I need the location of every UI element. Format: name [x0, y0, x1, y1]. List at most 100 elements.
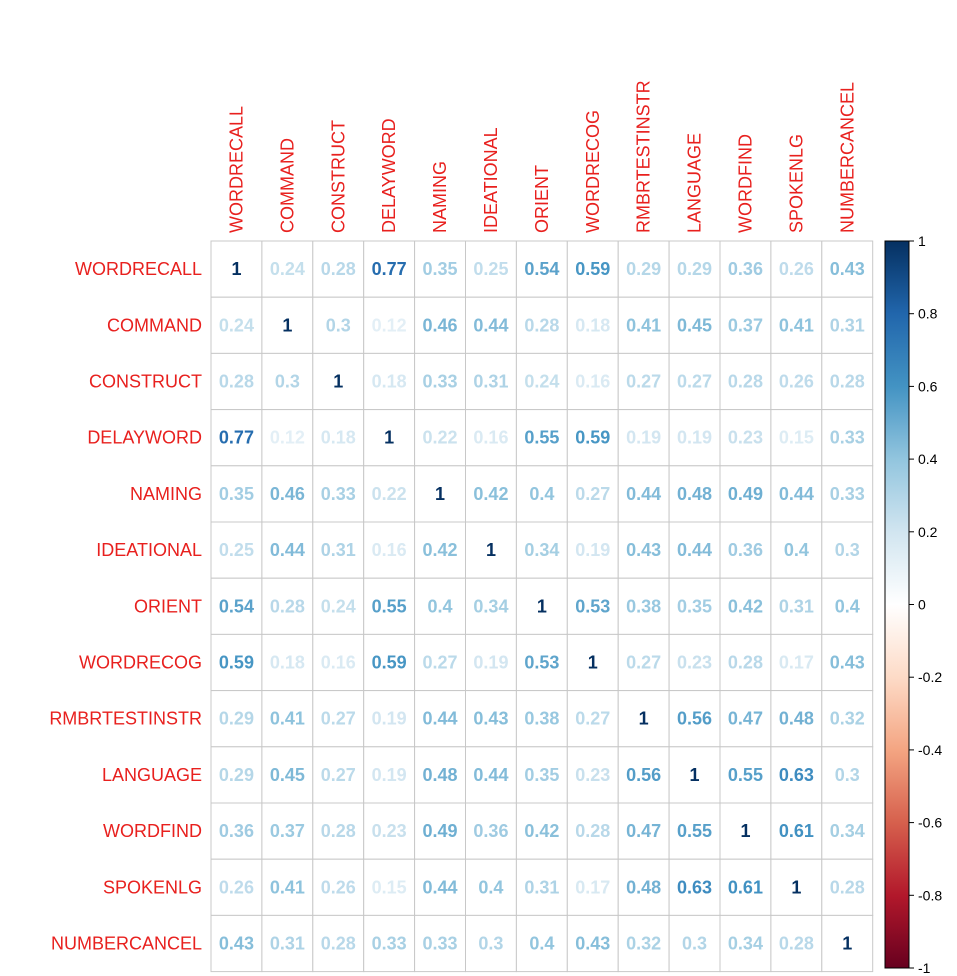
matrix-cell	[414, 296, 467, 354]
matrix-cell	[770, 690, 823, 748]
matrix-cell	[210, 521, 263, 579]
cell-value-label: 0.53	[575, 596, 610, 616]
matrix-cell	[566, 914, 619, 973]
cell-value-label: 0.16	[321, 653, 356, 673]
matrix-cell	[363, 409, 416, 467]
row-labels: WORDRECALL COMMAND CONSTRUCT DELAYWORD NAMIN…	[49, 259, 202, 953]
cell-value-label: 0.3	[835, 540, 860, 560]
cell-value-label: 0.23	[677, 653, 712, 673]
cell-value-label: 0.41	[779, 315, 814, 335]
cell-value-label: 0.3	[275, 372, 300, 392]
matrix-cell	[617, 746, 670, 804]
matrix-cell	[566, 802, 619, 860]
cell-value-label: 0.4	[529, 484, 554, 504]
row-label: WORDRECOG	[79, 653, 202, 673]
matrix-cell	[770, 296, 823, 354]
cell-value-label: 0.43	[830, 259, 865, 279]
cell-value-label: 0.28	[830, 877, 865, 897]
matrix-cell	[821, 577, 874, 635]
cell-value-label: 0.46	[270, 484, 305, 504]
matrix-cell	[770, 240, 823, 298]
cell-value-label: 0.28	[321, 821, 356, 841]
matrix-cell	[210, 802, 263, 860]
cell-value-label: 0.16	[473, 428, 508, 448]
cell-value-label: 0.12	[270, 428, 305, 448]
cell-value-label: 0.59	[575, 428, 610, 448]
cell-value-label: 0.17	[779, 653, 814, 673]
matrix-cell	[515, 633, 568, 692]
column-label: WORDRECOG	[583, 110, 603, 233]
matrix-cell	[770, 521, 823, 579]
cell-value-label: 0.63	[779, 765, 814, 785]
matrix-cell	[617, 521, 670, 579]
matrix-cell	[210, 577, 263, 635]
matrix-cell	[719, 521, 772, 579]
matrix-cell	[821, 409, 874, 467]
matrix-cell	[261, 521, 314, 579]
matrix-cell	[770, 802, 823, 860]
matrix-cell	[515, 465, 568, 523]
cell-value-label: 1	[537, 596, 547, 616]
cell-value-label: 0.54	[524, 259, 559, 279]
matrix-cell	[465, 409, 517, 467]
matrix-cell	[312, 296, 365, 354]
row-label: DELAYWORD	[87, 428, 202, 448]
cell-value-label: 1	[588, 653, 598, 673]
matrix-cell	[566, 690, 619, 748]
cell-value-label: 0.18	[270, 653, 305, 673]
cell-value-label: 0.29	[219, 765, 254, 785]
matrix-cell	[465, 858, 517, 916]
cell-value-label: 0.43	[626, 540, 661, 560]
cell-value-label: 0.4	[529, 934, 554, 954]
cell-value-label: 1	[791, 877, 801, 897]
matrix-cell	[465, 746, 517, 804]
legend-tick-label: 1	[918, 233, 926, 249]
cell-value-label: 0.56	[626, 765, 661, 785]
matrix-cell	[363, 577, 416, 635]
matrix-cell	[312, 521, 365, 579]
cell-value-label: 0.31	[270, 934, 305, 954]
row-label: WORDRECALL	[75, 259, 202, 279]
cell-value-label: 0.59	[575, 259, 610, 279]
cell-value-label: 1	[486, 540, 496, 560]
cell-value-label: 0.48	[677, 484, 712, 504]
cell-value-label: 0.77	[372, 259, 407, 279]
cell-value-label: 0.53	[524, 653, 559, 673]
cell-value-label: 0.33	[830, 484, 865, 504]
cell-value-label: 0.46	[423, 315, 458, 335]
cell-value-label: 0.49	[423, 821, 458, 841]
cell-value-label: 0.47	[728, 709, 763, 729]
row-label: ORIENT	[134, 596, 202, 616]
matrix-cell	[210, 465, 263, 523]
matrix-cell	[414, 914, 467, 973]
matrix-cell	[515, 746, 568, 804]
cell-value-label: 0.48	[423, 765, 458, 785]
cell-value-label: 0.25	[473, 259, 508, 279]
matrix-cell	[465, 633, 517, 692]
cell-value-label: 0.63	[677, 877, 712, 897]
matrix-cell	[668, 240, 721, 298]
cell-value-label: 0.31	[321, 540, 356, 560]
cell-value-label: 0.31	[779, 596, 814, 616]
cell-value-label: 0.55	[524, 428, 559, 448]
cell-value-label: 1	[333, 372, 343, 392]
legend-tick-label: -1	[918, 960, 931, 976]
cell-value-label: 0.55	[728, 765, 763, 785]
column-label: DELAYWORD	[379, 118, 399, 233]
matrix-cell	[719, 633, 772, 692]
cell-value-label: 0.29	[219, 709, 254, 729]
cell-value-label: 0.27	[575, 709, 610, 729]
matrix-cell	[210, 914, 263, 973]
cell-value-label: 0.3	[326, 315, 351, 335]
column-labels: WORDRECALL COMMAND CONSTRUCT DELAYWORD NAMIN…	[226, 80, 857, 233]
column-label: WORDFIND	[735, 134, 755, 233]
matrix-cell	[210, 690, 263, 748]
matrix-cell	[617, 690, 670, 748]
cell-value-label: 0.48	[626, 877, 661, 897]
matrix-cell	[668, 914, 721, 973]
cell-value-label: 0.34	[524, 540, 559, 560]
matrix-cell	[465, 690, 517, 748]
cell-value-label: 0.25	[219, 540, 254, 560]
cell-value-label: 0.17	[575, 877, 610, 897]
cell-value-label: 0.47	[626, 821, 661, 841]
